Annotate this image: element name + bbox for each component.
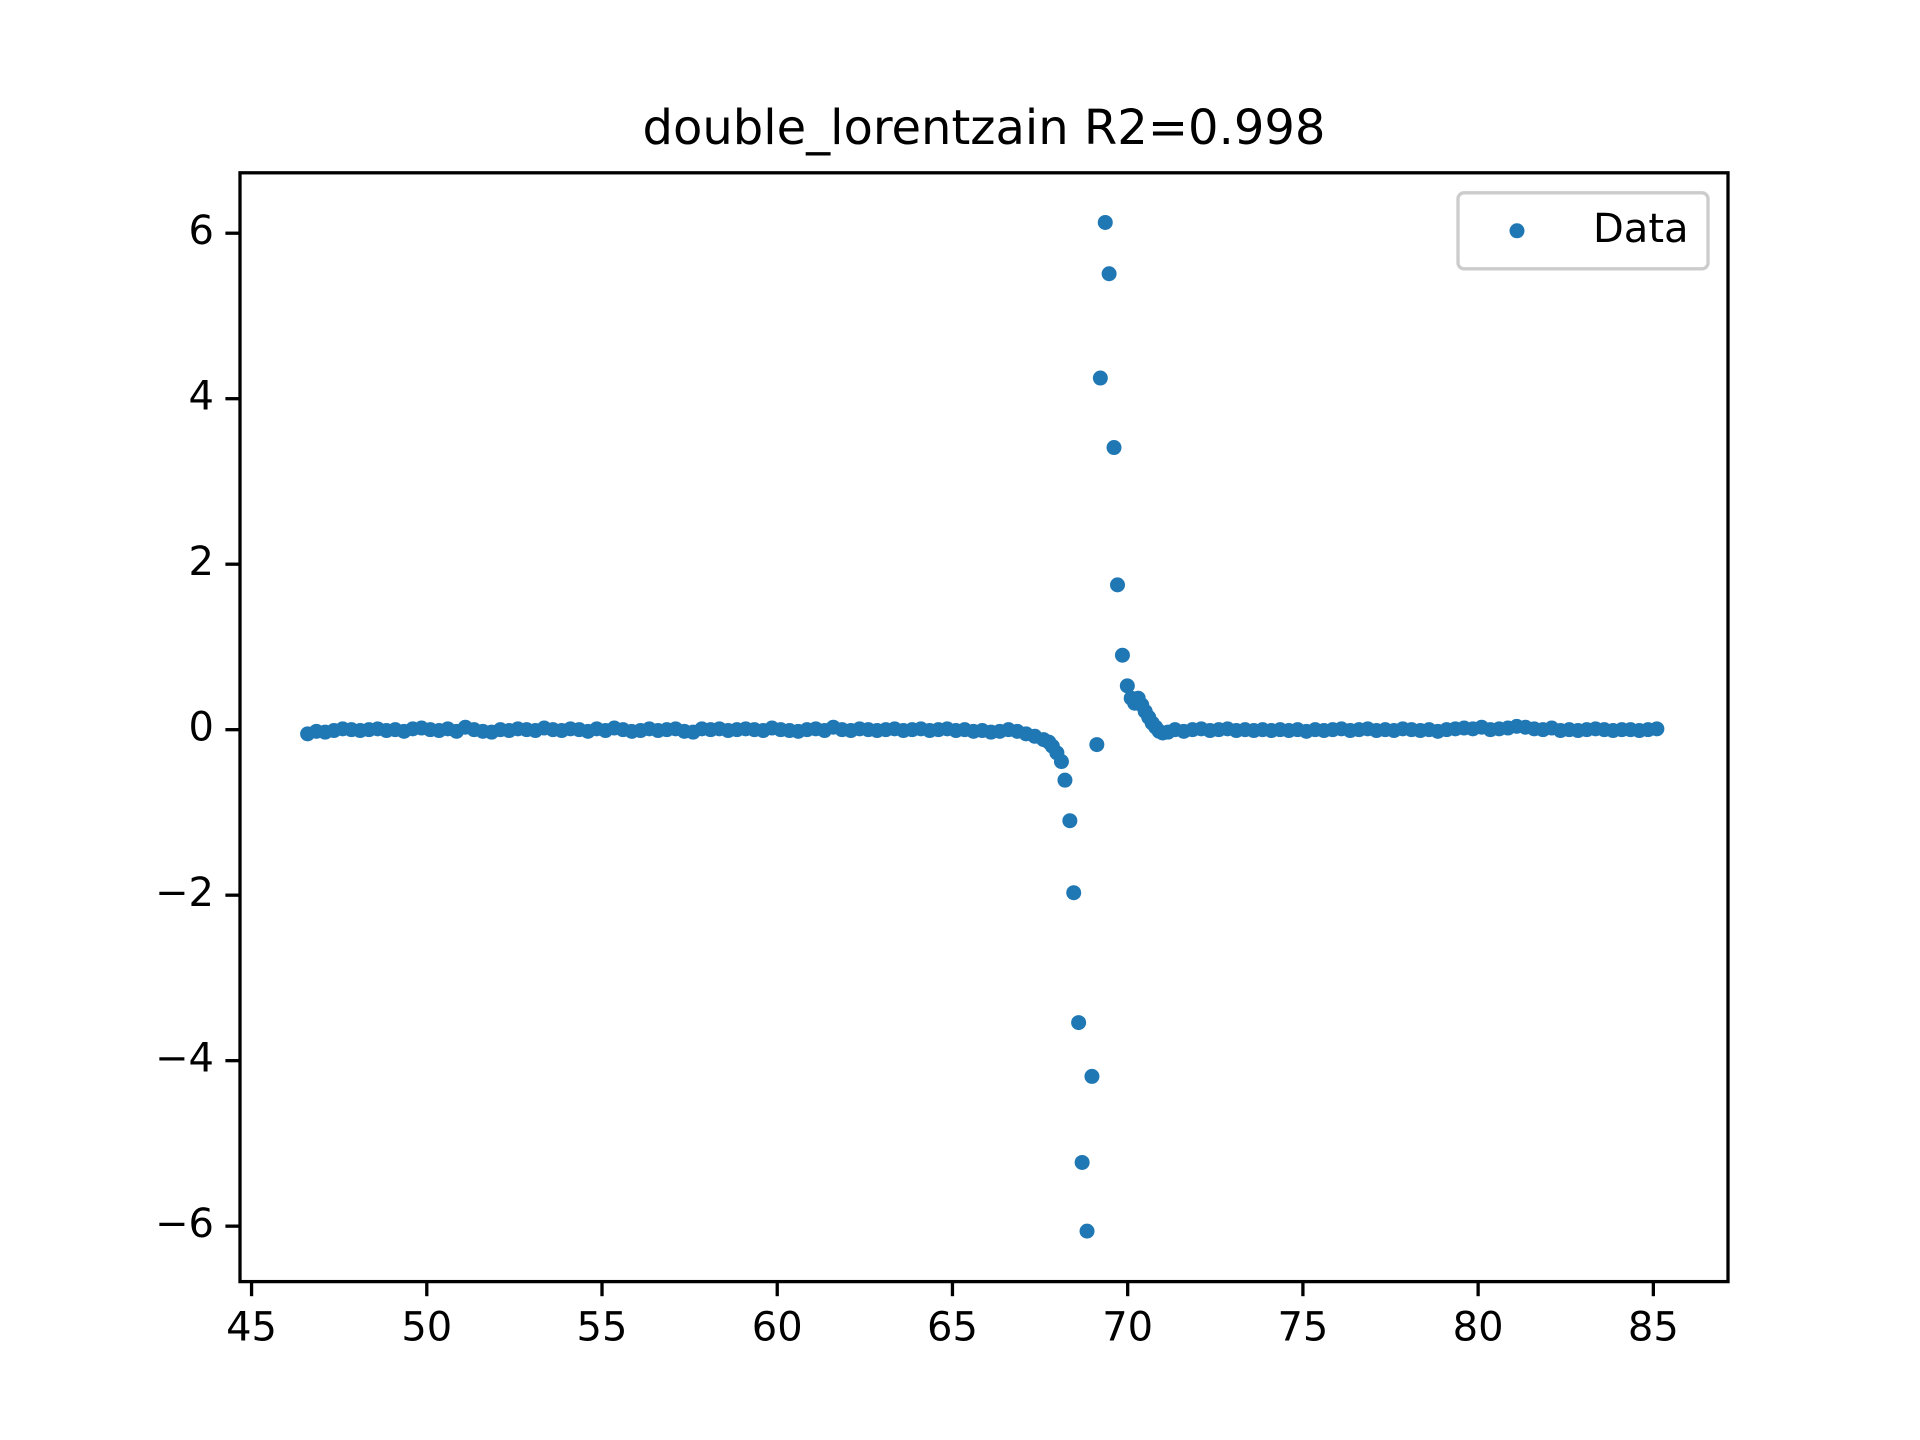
x-tick-label: 55 — [577, 1305, 628, 1351]
data-point — [1074, 1154, 1090, 1170]
data-point — [1089, 737, 1105, 753]
y-tick-label: 2 — [189, 539, 214, 585]
data-point — [1106, 440, 1122, 456]
data-point — [1057, 772, 1073, 788]
data-point — [1071, 1015, 1087, 1031]
legend-label: Data — [1593, 206, 1689, 252]
y-tick-label: 6 — [189, 208, 214, 254]
legend-marker — [1509, 223, 1525, 239]
data-point — [1114, 647, 1130, 663]
data-point — [1084, 1068, 1100, 1084]
data-point — [1097, 214, 1113, 230]
y-tick-label: 0 — [189, 705, 214, 751]
x-tick-label: 75 — [1277, 1305, 1328, 1351]
y-tick-label: −4 — [155, 1036, 214, 1082]
y-tick-label: −2 — [155, 870, 214, 916]
x-tick-label: 60 — [752, 1305, 803, 1351]
x-tick-label: 50 — [401, 1305, 452, 1351]
data-point — [1119, 678, 1135, 694]
y-tick-label: 4 — [189, 374, 214, 420]
x-tick-label: 85 — [1628, 1305, 1679, 1351]
x-tick-label: 65 — [927, 1305, 978, 1351]
data-point — [1062, 813, 1078, 829]
data-point — [1092, 370, 1108, 386]
legend: Data — [1456, 191, 1710, 271]
data-point — [1110, 577, 1126, 593]
data-point — [1066, 885, 1082, 901]
chart-title: double_lorentzain R2=0.998 — [643, 100, 1326, 156]
data-point — [1079, 1223, 1095, 1239]
legend-frame — [1456, 191, 1710, 271]
axes-frame — [238, 171, 1730, 1284]
data-point — [1053, 754, 1069, 770]
data-point — [1101, 266, 1117, 282]
x-tick-label: 70 — [1102, 1305, 1153, 1351]
x-tick-label: 80 — [1453, 1305, 1504, 1351]
x-tick-label: 45 — [226, 1305, 277, 1351]
data-point — [1649, 721, 1665, 737]
y-tick-label: −6 — [155, 1201, 214, 1247]
